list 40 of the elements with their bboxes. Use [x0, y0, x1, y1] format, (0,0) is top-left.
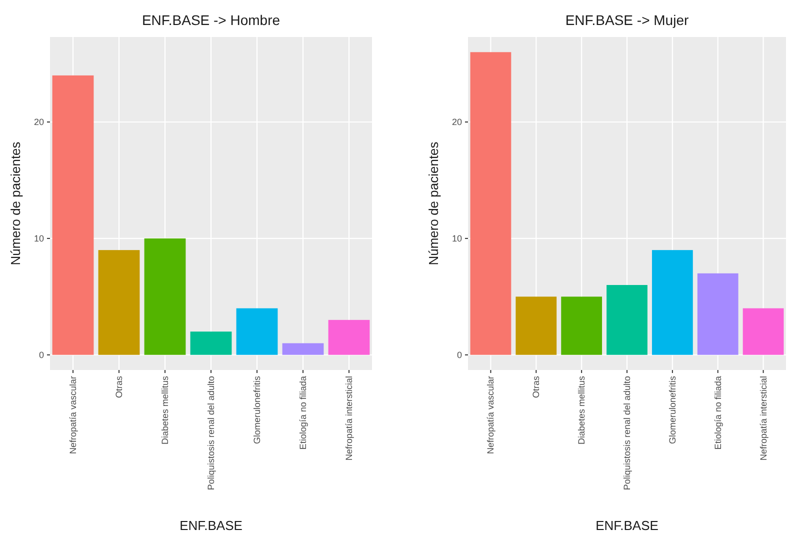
- bar: [98, 250, 140, 355]
- x-tick-label: Diabetes mellitus: [160, 376, 170, 445]
- x-axis-title: ENF.BASE: [180, 518, 243, 533]
- x-tick-label: Etiología no filiada: [298, 376, 308, 450]
- x-tick-label: Glomerulonefritis: [667, 376, 678, 444]
- x-tick-label: Glomerulonefritis: [252, 376, 262, 444]
- y-axis-title: Número de pacientes: [8, 141, 23, 266]
- x-tick-label: Poliquistosis renal del adulto: [622, 376, 632, 490]
- bar: [282, 343, 324, 355]
- y-tick-label: 0: [38, 350, 44, 360]
- bar: [516, 296, 557, 355]
- x-tick-label: Nefropatía vascular: [68, 376, 78, 454]
- bar: [742, 308, 784, 355]
- x-tick-label: Nefropatía vascular: [486, 376, 496, 454]
- chart-title: ENF.BASE -> Hombre: [142, 12, 280, 28]
- y-tick-label: 20: [34, 117, 44, 128]
- chart-title: ENF.BASE -> Mujer: [565, 12, 689, 28]
- x-tick-label: Otras: [114, 376, 124, 398]
- bar: [606, 285, 648, 355]
- y-tick-label: 10: [34, 234, 44, 244]
- bar: [144, 238, 186, 355]
- x-tick-label: Poliquistosis renal del adulto: [206, 376, 216, 490]
- bar: [561, 296, 602, 355]
- y-tick-label: 0: [456, 350, 462, 360]
- y-tick-label: 20: [452, 117, 462, 128]
- bar: [470, 52, 512, 355]
- bar: [652, 250, 693, 355]
- x-axis-title: ENF.BASE: [596, 518, 659, 533]
- bar: [52, 75, 94, 355]
- bar: [190, 332, 232, 355]
- y-tick-label: 10: [452, 234, 462, 244]
- y-axis-title: Número de pacientes: [426, 141, 441, 266]
- bar: [697, 273, 738, 355]
- bar: [236, 308, 278, 355]
- x-tick-label: Otras: [531, 376, 542, 398]
- x-tick-label: Nefropatía intersticial: [344, 376, 354, 461]
- bar: [328, 320, 370, 355]
- x-tick-label: Etiología no filiada: [712, 376, 723, 450]
- x-tick-label: Diabetes mellitus: [576, 376, 587, 445]
- x-tick-label: Nefropatía intersticial: [758, 376, 768, 461]
